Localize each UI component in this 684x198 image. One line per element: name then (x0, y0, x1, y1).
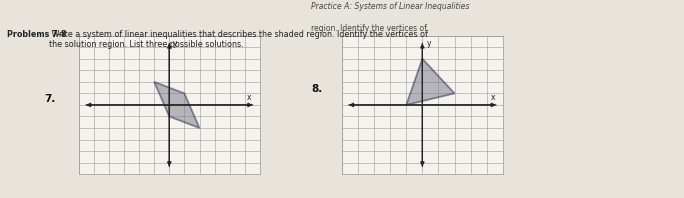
Text: Problems 7-8: Problems 7-8 (7, 30, 66, 39)
Text: x: x (491, 93, 495, 102)
Text: Practice A: Systems of Linear Inequalities: Practice A: Systems of Linear Inequaliti… (311, 2, 470, 11)
Polygon shape (154, 82, 200, 128)
Text: y: y (173, 39, 178, 49)
Text: region. Identify the vertices of: region. Identify the vertices of (311, 24, 427, 33)
Text: Write a system of linear inequalities that describes the shaded region. Identify: Write a system of linear inequalities th… (49, 30, 428, 49)
Text: 7.: 7. (44, 94, 56, 104)
Text: 8.: 8. (311, 84, 322, 94)
Text: y: y (426, 39, 431, 49)
Polygon shape (406, 59, 454, 105)
Text: x: x (247, 93, 251, 102)
